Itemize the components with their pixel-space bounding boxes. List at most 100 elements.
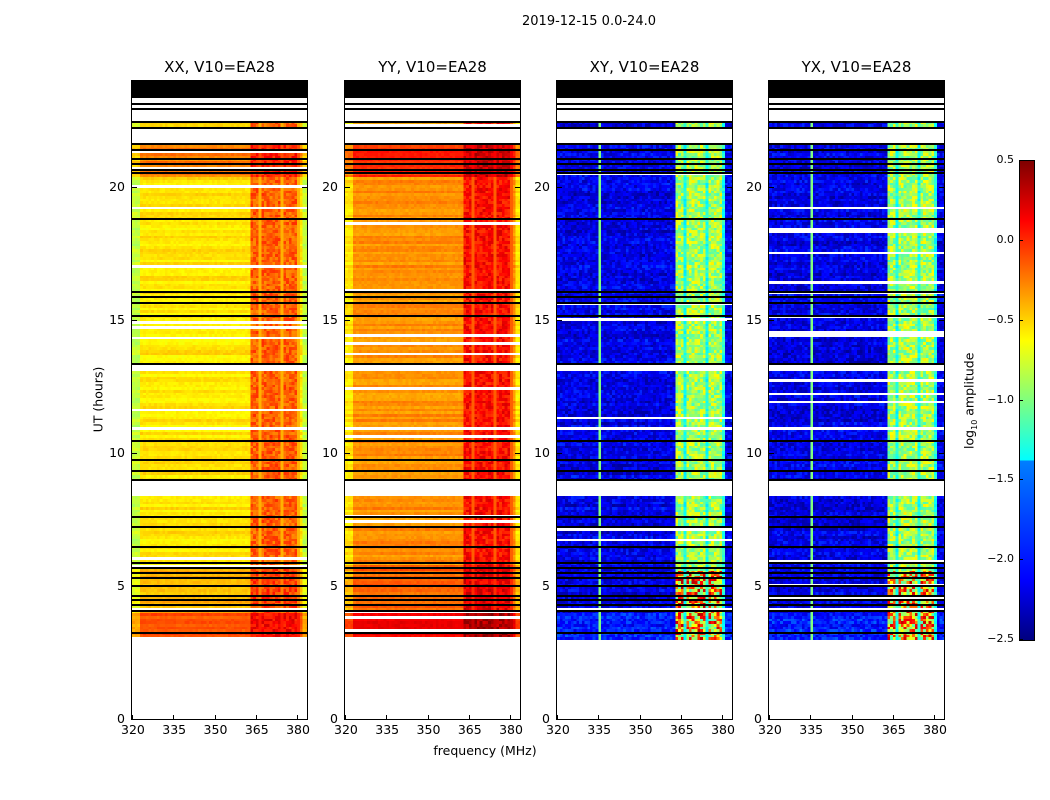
- heatmap-row: [345, 415, 520, 420]
- flag-line: [557, 103, 732, 106]
- heatmap-row: [345, 229, 520, 234]
- heatmap-row: [132, 402, 307, 406]
- y-tick: [515, 320, 520, 322]
- heatmap-row: [769, 532, 944, 537]
- heatmap-row: [132, 211, 307, 215]
- heatmap-row: [557, 200, 732, 204]
- heatmap-row: [132, 394, 307, 398]
- heatmap-row: [557, 243, 732, 247]
- heatmap-row: [132, 134, 307, 138]
- heatmap-row: [132, 570, 307, 574]
- x-tick-label: 335: [799, 722, 824, 737]
- x-tick: [557, 715, 558, 720]
- heatmap-row: [769, 240, 944, 244]
- flag-line: [557, 363, 732, 366]
- heatmap-row: [557, 543, 732, 547]
- heatmap-row: [345, 445, 520, 449]
- heatmap-row: [557, 413, 732, 417]
- heatmap-row: [557, 535, 732, 539]
- heatmap-row: [557, 317, 732, 321]
- y-tick: [557, 586, 562, 588]
- flag-line: [132, 302, 307, 305]
- flag-line: [557, 96, 732, 99]
- y-tick: [557, 719, 562, 720]
- heatmap-row: [557, 330, 732, 335]
- heatmap-row: [345, 578, 520, 582]
- flag-line: [557, 546, 732, 548]
- heatmap-row: [345, 508, 520, 513]
- heatmap-row: [132, 91, 307, 95]
- heatmap-row: [132, 413, 307, 417]
- heatmap-row: [769, 461, 944, 465]
- heatmap-row: [345, 559, 520, 563]
- heatmap-row: [132, 237, 307, 242]
- heatmap-row: [769, 477, 944, 481]
- flag-line: [132, 632, 307, 635]
- x-tick: [214, 81, 216, 86]
- heatmap-row: [769, 211, 944, 215]
- heatmap-row: [769, 381, 944, 385]
- heatmap-row: [557, 418, 732, 422]
- y-tick: [939, 187, 944, 189]
- heatmap-row: [557, 612, 732, 616]
- flag-line: [345, 172, 520, 175]
- heatmap-row: [345, 264, 520, 268]
- heatmap-row: [345, 612, 520, 616]
- heatmap-row: [345, 99, 520, 103]
- heatmap-row: [345, 370, 520, 374]
- heatmap-row: [769, 479, 944, 483]
- heatmap-row: [557, 445, 732, 449]
- heatmap-row: [345, 192, 520, 196]
- x-tick-label: 350: [628, 722, 653, 737]
- heatmap-row: [345, 567, 520, 571]
- x-tick-label: 365: [244, 722, 269, 737]
- flag-line: [557, 599, 732, 602]
- heatmap-row: [557, 187, 732, 191]
- heatmap-row: [557, 229, 732, 234]
- x-tick: [810, 81, 812, 86]
- heatmap-row: [769, 378, 944, 382]
- heatmap-row: [557, 360, 732, 364]
- heatmap-row: [769, 81, 944, 85]
- heatmap-row: [769, 511, 944, 515]
- heatmap-row: [557, 501, 732, 505]
- heatmap-row: [557, 559, 732, 563]
- heatmap-row: [769, 275, 944, 279]
- heatmap-row: [132, 407, 307, 412]
- heatmap-row: [769, 570, 944, 574]
- heatmap-row: [769, 551, 944, 555]
- heatmap-row: [769, 150, 944, 154]
- heatmap-row: [132, 434, 307, 438]
- flag-line: [345, 158, 520, 161]
- heatmap-row: [769, 115, 944, 119]
- heatmap-row: [557, 288, 732, 292]
- x-tick-label: 335: [162, 722, 187, 737]
- heatmap-row: [132, 466, 307, 470]
- heatmap-row: [132, 474, 307, 478]
- heatmap-row: [557, 123, 732, 127]
- flag-line: [132, 291, 307, 294]
- heatmap-row: [132, 580, 307, 585]
- heatmap-row: [345, 572, 520, 577]
- y-tick: [727, 719, 732, 720]
- flag-line: [345, 149, 520, 152]
- heatmap-plot: [768, 80, 945, 720]
- heatmap-row: [769, 187, 944, 191]
- heatmap-row: [557, 583, 732, 587]
- x-tick-label: 320: [334, 722, 358, 737]
- heatmap-row: [557, 423, 732, 428]
- heatmap-row: [132, 298, 307, 303]
- heatmap-row: [769, 384, 944, 388]
- heatmap-row: [345, 463, 520, 468]
- heatmap-row: [345, 400, 520, 404]
- heatmap-row: [345, 410, 520, 414]
- heatmap-row: [132, 378, 307, 382]
- x-tick-label: 380: [286, 722, 310, 737]
- heatmap-row: [132, 495, 307, 499]
- heatmap-row: [345, 235, 520, 239]
- heatmap-row: [132, 591, 307, 595]
- heatmap-row: [769, 482, 944, 486]
- colorbar-tick-label: −0.5: [987, 312, 1014, 326]
- heatmap-row: [769, 617, 944, 622]
- heatmap-row: [345, 392, 520, 396]
